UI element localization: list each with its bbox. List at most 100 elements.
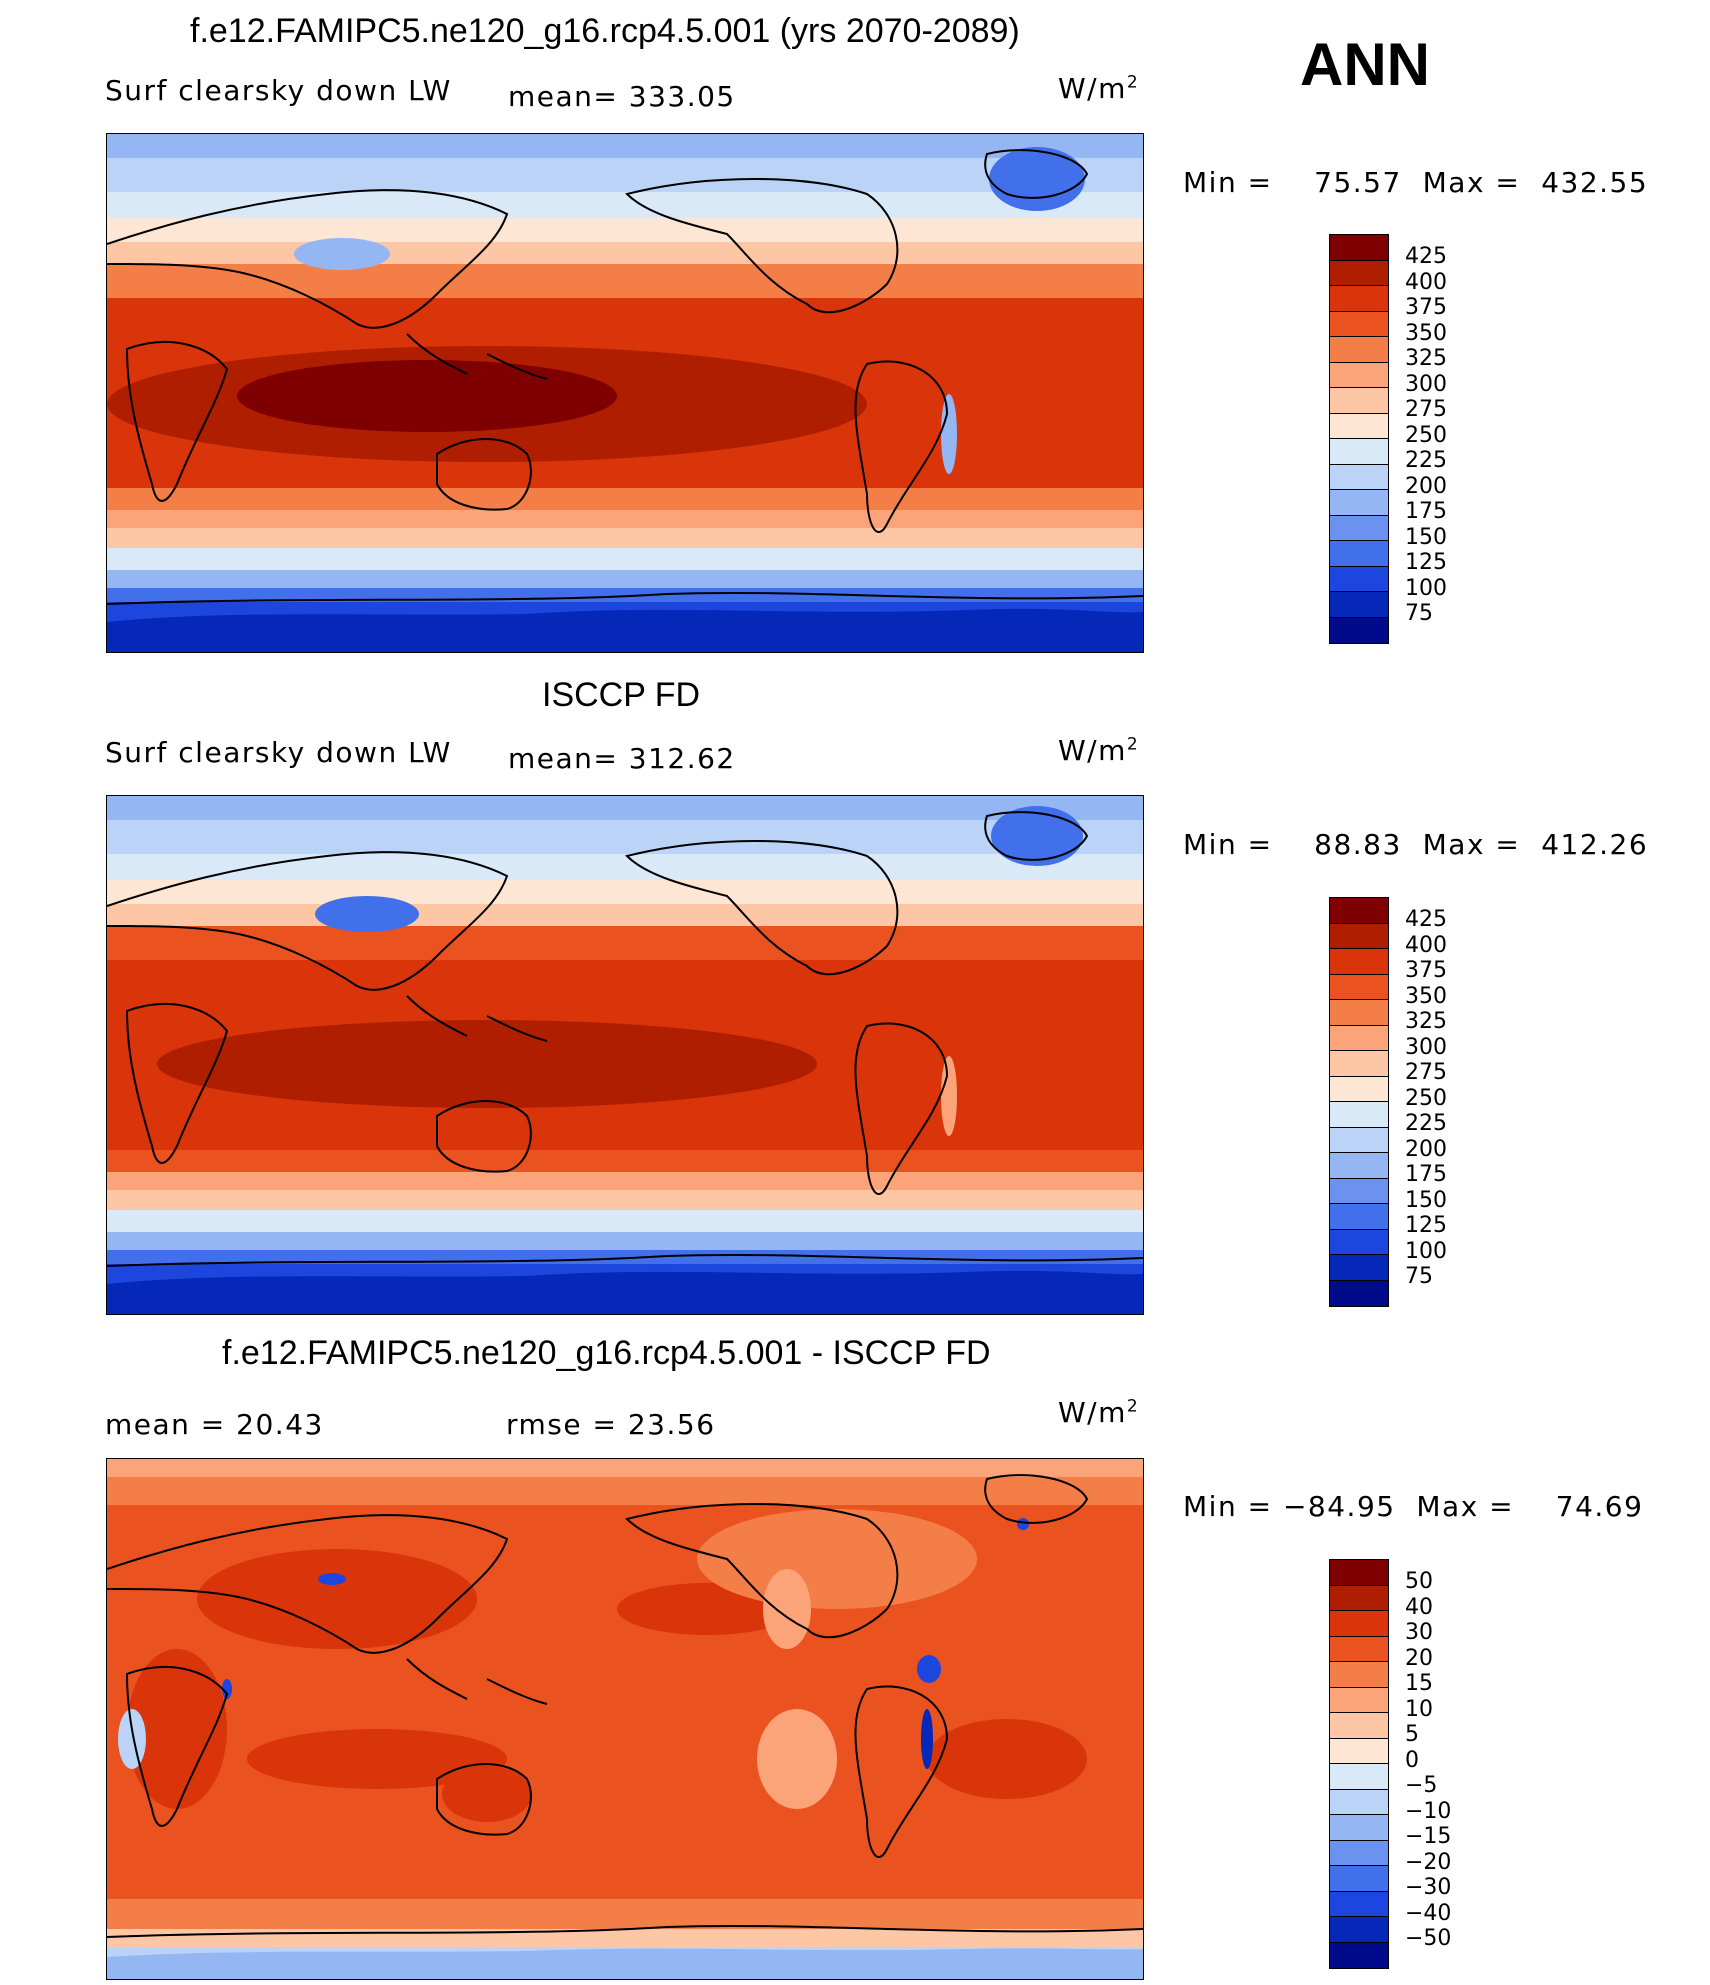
panel-1-warm-pool-core [237,360,617,432]
panel-1-units: W/m2 [1058,72,1140,105]
panel-3-anomaly [917,1655,941,1683]
panel-3-colorbar-tick-label: 10 [1405,1696,1433,1722]
panel-1-colorbar-segment [1330,311,1388,337]
panel-2-units: W/m2 [1058,734,1140,767]
panel-3-colorbar-segment [1330,1585,1388,1611]
panel-2-coast-eurasia [107,851,509,991]
panel-2-colorbar-tick-label: 325 [1405,1009,1447,1034]
panel-2-colorbar-segment [1330,949,1388,975]
panel-2-colorbar-tick-label: 100 [1405,1238,1447,1264]
panel-2-band [107,1150,1143,1172]
panel-2-coast-greenland [984,811,1089,861]
panel-2-band [107,1210,1143,1232]
panel-1-band [107,588,1143,602]
panel-1-colorbar-tick-label: 75 [1405,601,1433,626]
panel-3-colorbar-segment [1330,1942,1388,1968]
panel-1-colorbar-tick-label: 275 [1405,397,1447,422]
panel-3-colorbar-tick-label: 30 [1405,1620,1433,1645]
panel-3-title: f.e12.FAMIPC5.ne120_g16.rcp4.5.001 - ISC… [222,1334,991,1372]
panel-3-anomaly [222,1679,232,1699]
panel-3-coast-eurasia [107,1514,509,1654]
panel-3-units: W/m2 [1058,1396,1140,1429]
panel-1-antarctica [107,608,1143,652]
panel-3-colorbar-segment [1330,1560,1388,1586]
panel-1-coast-eurasia [107,189,509,329]
panel-1-colorbar-tick-label: 350 [1405,320,1447,346]
panel-1-colorbar-segment [1330,388,1388,414]
panel-3-land [197,1549,477,1649]
panel-1-band [107,134,1143,158]
panel-2-colorbar-segment [1330,1127,1388,1153]
panel-3-patch [247,1729,507,1789]
panel-3-land [127,1649,227,1809]
panel-3-colorbar-tick-label: 50 [1405,1569,1433,1594]
panel-1-coast-samerica [854,360,949,533]
panel-1-min-value: 75.57 [1314,166,1402,199]
panel-2-coast-namerica [625,840,899,976]
panel-2-colorbar-tick-label: 175 [1405,1162,1447,1187]
panel-3-colorbar-tick-label: 0 [1405,1747,1419,1773]
panel-3-colorbar-tick-label: −15 [1405,1824,1452,1849]
panel-1-band [107,264,1143,298]
panel-2-tibet [315,896,419,932]
panel-3-colorbar-segment [1330,1891,1388,1917]
panel-2-min-label: Min = 88.83 Max = 412.26 [1183,828,1649,861]
panel-3-colorbar-tick-label: −5 [1405,1773,1438,1798]
panel-1-colorbar-tick-label: 150 [1405,524,1447,550]
season-label: ANN [1300,31,1430,98]
panel-3-colorbar-tick-label: 15 [1405,1671,1433,1696]
panel-1-colorbar-tick-label: 225 [1405,448,1447,473]
panel-2-band [107,1190,1143,1210]
panel-2-colorbar-segment [1330,1025,1388,1051]
panel-2-band [107,1172,1143,1190]
panel-2-coast-samerica [854,1022,949,1195]
panel-3-colorbar-segment [1330,1687,1388,1713]
panel-2-colorbar-tick-label: 375 [1405,958,1447,983]
panel-3-colorbar-segment [1330,1764,1388,1790]
panel-2-colorbar-tick-label: 250 [1405,1085,1447,1111]
panel-2-colorbar-tick-label: 350 [1405,983,1447,1009]
panel-2-variable-label: Surf clearsky down LW [105,736,452,769]
panel-2-colorbar-segment [1330,898,1388,924]
panel-3-patch [927,1719,1087,1799]
panel-2-colorbar-tick-label: 400 [1405,932,1447,958]
panel-3-mean-label: mean = 20.43 [105,1408,324,1441]
panel-1-colorbar-segment [1330,464,1388,490]
panel-1-colorbar-tick-label: 325 [1405,346,1447,371]
panel-1-colorbar-segment [1330,515,1388,541]
panel-1-colorbar-tick-label: 175 [1405,499,1447,524]
panel-2-colorbar-segment [1330,1280,1388,1306]
panel-2-colorbar-tick-label: 300 [1405,1034,1447,1060]
panel-3-colorbar-segment [1330,1713,1388,1739]
panel-2-band [107,880,1143,904]
panel-3-map [106,1458,1144,1980]
panel-3-anomaly [757,1709,837,1809]
panel-1-colorbar-segment [1330,362,1388,388]
panel-1-colorbar-segment [1330,413,1388,439]
panel-3-coast-greenland [984,1474,1089,1524]
panel-1-map [106,133,1144,653]
panel-1-colorbar-segment [1330,235,1388,261]
panel-1-band [107,510,1143,528]
panel-1-colorbar-tick-label: 100 [1405,575,1447,601]
panel-1-band [107,570,1143,588]
panel-3-colorbar-tick-label: −10 [1405,1798,1452,1824]
panel-3-colorbar-segment [1330,1789,1388,1815]
panel-3-band [107,1899,1143,1929]
panel-2-colorbar-segment [1330,1153,1388,1179]
panel-3-colorbar-tick-label: 20 [1405,1645,1433,1671]
panel-3-anomaly [118,1709,146,1769]
panel-3-max-value: 74.69 [1555,1490,1644,1523]
panel-3-land [697,1509,977,1609]
panel-3-band [107,1459,1143,1477]
panel-3-coast-africa [125,1666,229,1827]
panel-1-band [107,192,1143,218]
panel-3-coast-australia [436,1763,532,1836]
panel-1-colorbar [1329,234,1389,644]
panel-1-andes [941,394,957,474]
panel-3-anomaly [1017,1518,1029,1530]
panel-2-coast-antarctica [107,1253,1143,1267]
panel-1-greenland [989,147,1085,211]
panel-3-antarctica [107,1948,1143,1979]
panel-2-band [107,1250,1143,1264]
